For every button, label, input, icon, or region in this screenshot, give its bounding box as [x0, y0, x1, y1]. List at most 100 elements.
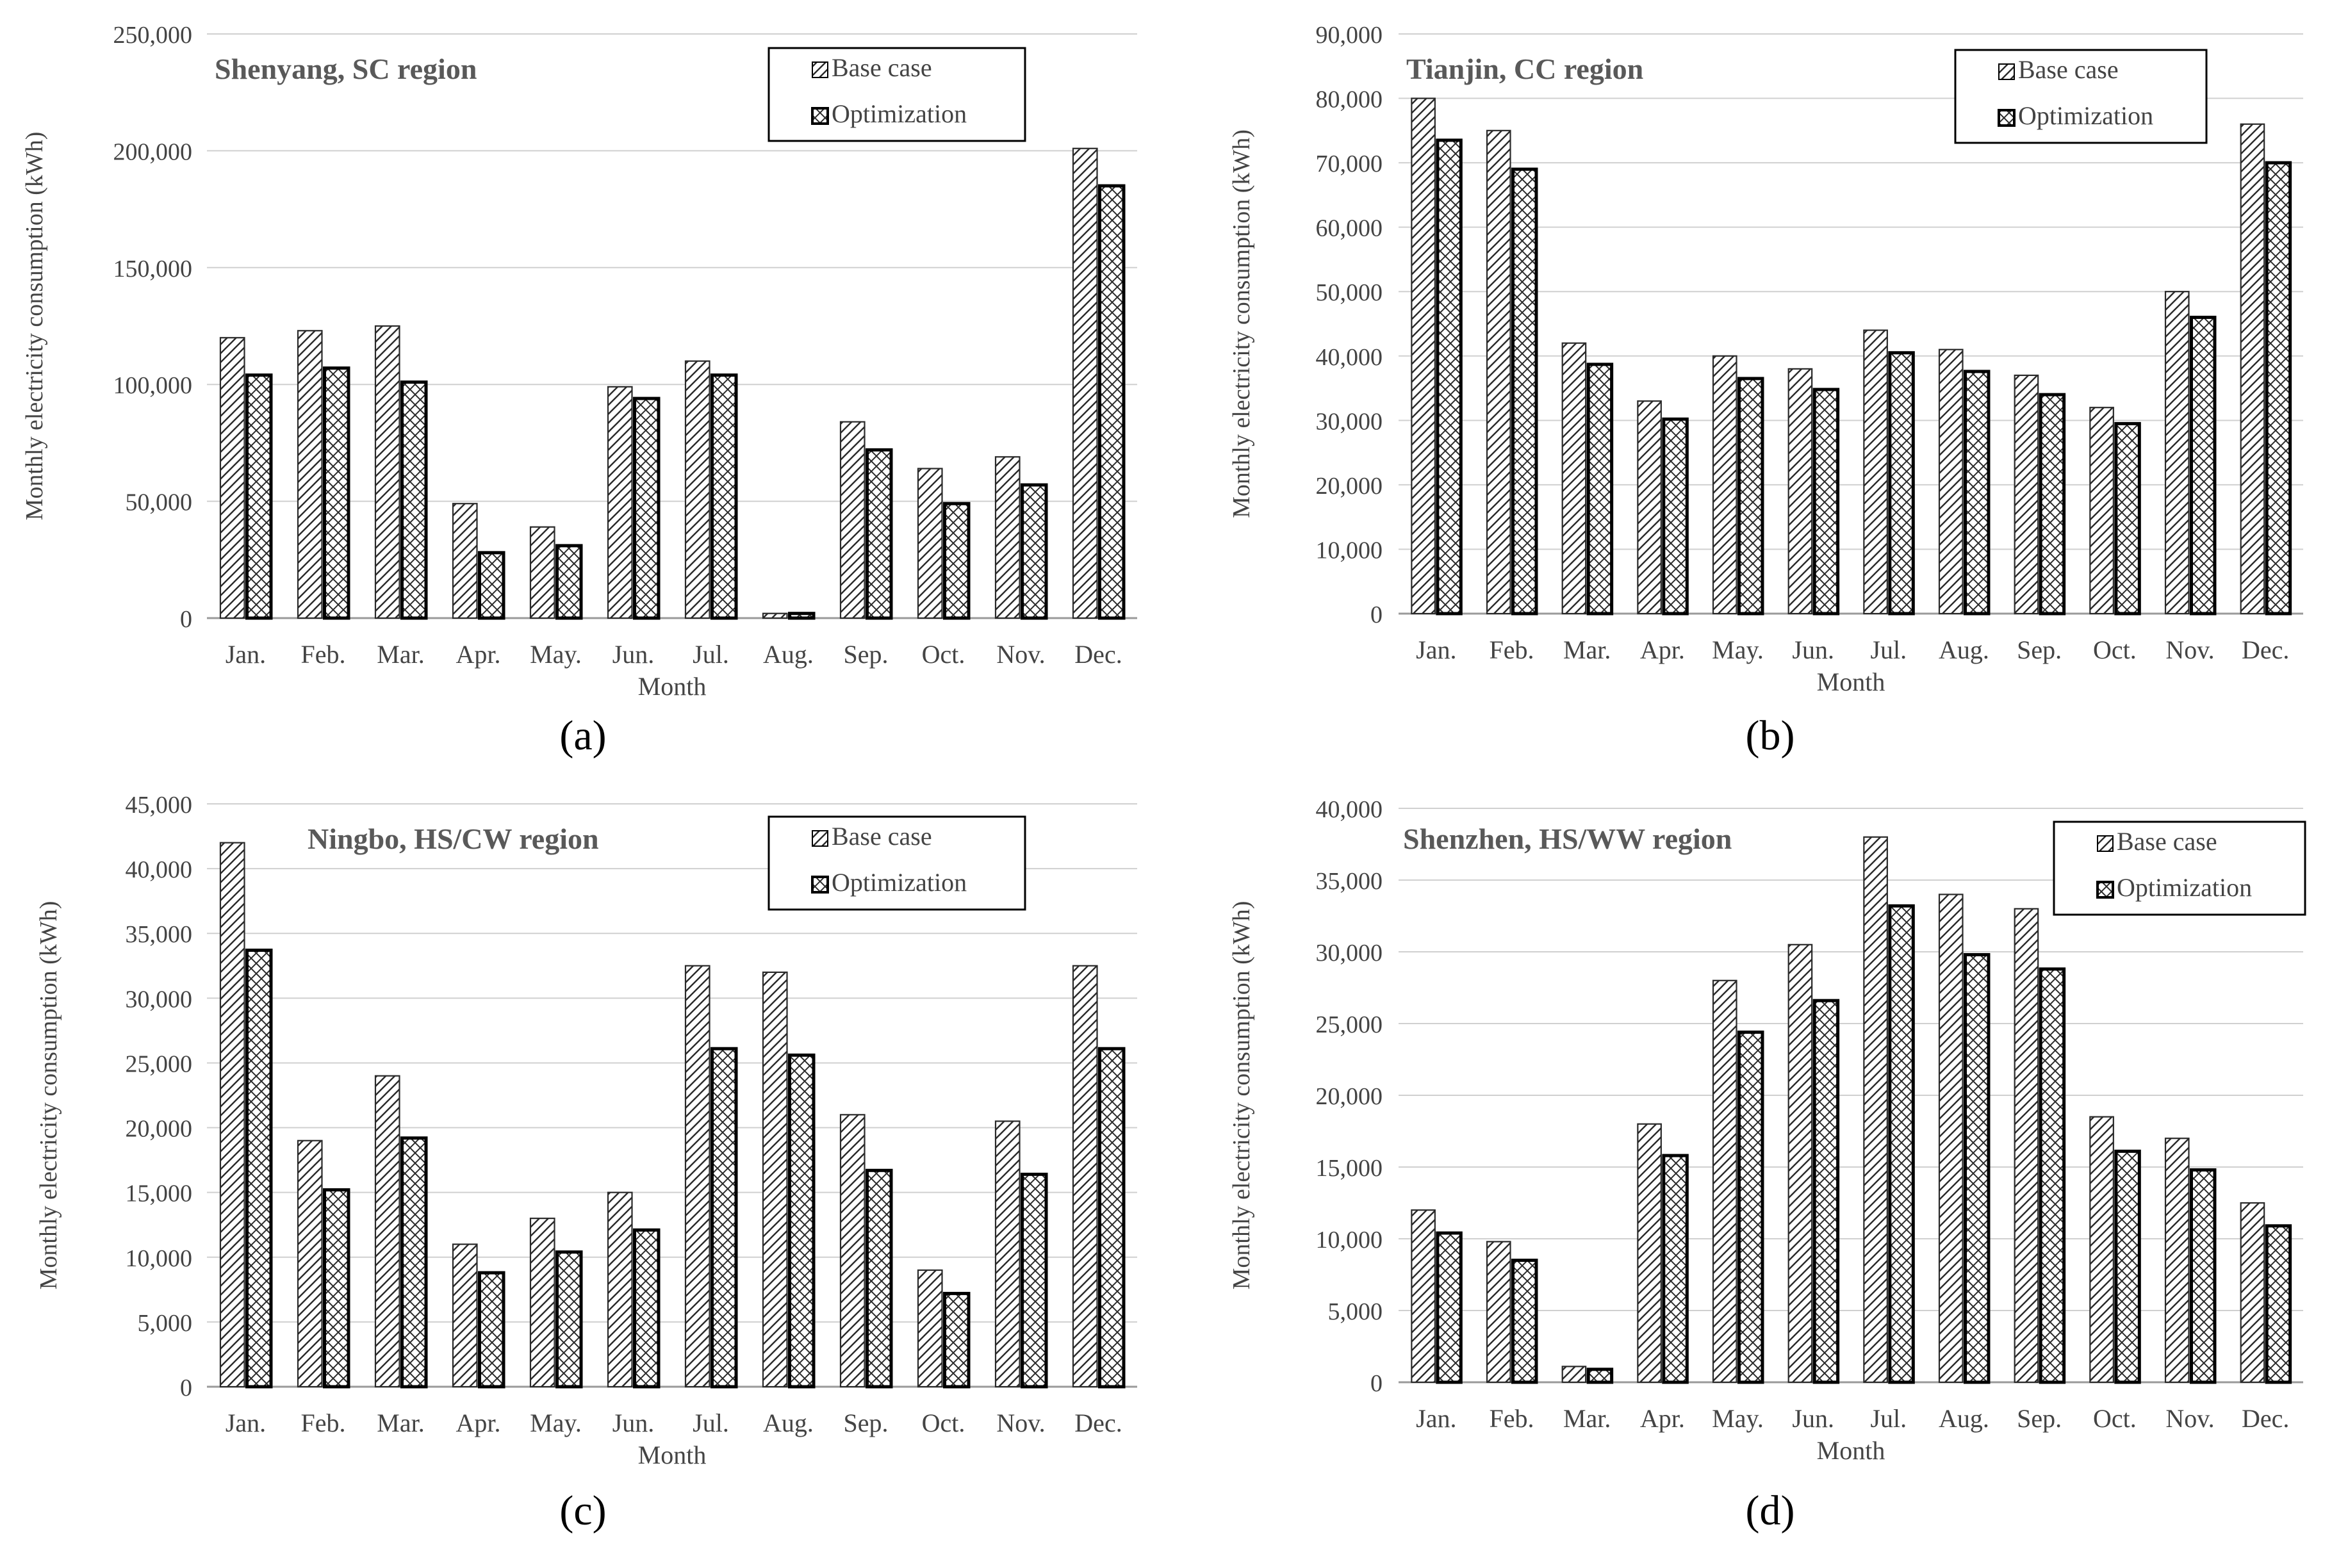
bar-optimization-12 — [2265, 161, 2292, 616]
x-tick-label: Jan. — [226, 640, 266, 669]
x-axis-title: Month — [1817, 667, 1885, 696]
x-tick-label: Feb. — [301, 640, 346, 669]
y-axis-title: Monthly electricity consumption (kWh) — [1228, 129, 1255, 518]
x-tick-label: Jun. — [612, 640, 655, 669]
legend-box — [1954, 49, 2208, 144]
bar-base-case-11 — [994, 1120, 1021, 1388]
bar-base-case-12 — [2240, 123, 2265, 615]
y-tick-label: 35,000 — [126, 921, 193, 948]
y-tick-label: 90,000 — [1316, 22, 1383, 49]
bar-base-case-7 — [684, 360, 710, 619]
legend-label: Base case — [2117, 827, 2217, 856]
x-tick-label: Aug. — [763, 1409, 814, 1437]
bar-base-case-3 — [1561, 342, 1587, 615]
bar-base-case-10 — [917, 1269, 943, 1388]
x-tick-label: May. — [1712, 635, 1764, 664]
x-tick-label: Apr. — [1640, 1404, 1685, 1433]
bar-base-case-9 — [2014, 374, 2039, 615]
x-axis-title: Month — [638, 672, 707, 701]
bar-optimization-3 — [1586, 1368, 1614, 1384]
legend-label: Optimization — [832, 99, 967, 128]
bar-optimization-3 — [400, 380, 428, 620]
bar-optimization-2 — [1511, 167, 1538, 616]
x-tick-label: Jul. — [693, 1409, 729, 1437]
x-tick-label: Feb. — [1490, 635, 1534, 664]
bar-base-case-7 — [1863, 329, 1888, 615]
y-tick-label: 40,000 — [126, 856, 193, 883]
y-tick-label: 15,000 — [126, 1180, 193, 1207]
x-tick-label: May. — [1712, 1404, 1764, 1433]
bar-optimization-2 — [1511, 1259, 1538, 1384]
legend-label: Optimization — [2018, 101, 2153, 130]
bar-base-case-6 — [607, 1191, 633, 1388]
x-tick-label: Sep. — [844, 1409, 889, 1437]
bar-optimization-7 — [1888, 904, 1915, 1384]
y-tick-label: 20,000 — [1316, 1083, 1383, 1110]
bar-base-case-2 — [297, 330, 323, 619]
y-tick-label: 30,000 — [1316, 940, 1383, 967]
legend-label: Base case — [2018, 55, 2119, 84]
legend-label: Base case — [832, 822, 932, 851]
legend-label: Optimization — [2117, 873, 2252, 902]
y-tick-label: 10,000 — [1316, 537, 1383, 564]
x-tick-label: Jun. — [1792, 635, 1834, 664]
bar-base-case-5 — [529, 526, 555, 619]
bar-optimization-9 — [866, 1168, 893, 1389]
x-tick-label: Sep. — [844, 640, 889, 669]
bar-optimization-7 — [710, 373, 738, 620]
bar-optimization-5 — [1737, 1030, 1764, 1384]
x-tick-label: Dec. — [2242, 635, 2289, 664]
bar-optimization-6 — [633, 1228, 661, 1389]
bar-optimization-8 — [1964, 370, 1991, 616]
bar-optimization-4 — [478, 551, 505, 620]
chart-title: Shenzhen, HS/WW region — [1403, 822, 1732, 855]
bar-base-case-3 — [374, 1075, 400, 1388]
legend-swatch-optimization — [811, 876, 829, 894]
bar-base-case-3 — [374, 325, 400, 619]
x-tick-label: Oct. — [2093, 635, 2137, 664]
y-tick-label: 150,000 — [113, 256, 193, 282]
bar-optimization-7 — [710, 1047, 738, 1389]
bar-base-case-8 — [762, 612, 788, 619]
bar-base-case-1 — [219, 337, 245, 619]
legend-label: Base case — [832, 53, 932, 82]
bar-optimization-3 — [1586, 363, 1614, 616]
y-tick-label: 45,000 — [126, 792, 193, 819]
y-tick-label: 70,000 — [1316, 151, 1383, 177]
x-tick-label: Dec. — [1074, 640, 1122, 669]
legend-box — [768, 815, 1026, 911]
bar-optimization-5 — [1737, 377, 1764, 616]
bar-optimization-12 — [2265, 1224, 2292, 1384]
x-tick-label: Nov. — [2165, 635, 2214, 664]
bar-optimization-10 — [2114, 1149, 2141, 1384]
legend-swatch-base-case — [812, 830, 828, 847]
bar-base-case-2 — [297, 1139, 323, 1388]
x-tick-label: Sep. — [2017, 1404, 2062, 1433]
bar-base-case-6 — [1787, 368, 1813, 615]
bar-base-case-10 — [2089, 1116, 2114, 1384]
chart-panel-d: 0 5,000 10,000 15,000 20,000 25,000 30,000 35,0… — [1228, 796, 2306, 1534]
panel-label: (c) — [559, 1487, 606, 1534]
bar-base-case-8 — [1938, 348, 1964, 615]
y-tick-label: 50,000 — [126, 489, 193, 516]
x-tick-label: Feb. — [301, 1409, 346, 1437]
panel-label: (d) — [1746, 1487, 1795, 1534]
y-tick-label: 40,000 — [1316, 344, 1383, 371]
bar-optimization-7 — [1888, 351, 1915, 616]
bar-base-case-6 — [1787, 943, 1813, 1384]
x-tick-label: Apr. — [1640, 635, 1685, 664]
bar-optimization-6 — [1812, 388, 1840, 616]
bar-base-case-11 — [2164, 291, 2190, 615]
bar-optimization-11 — [1021, 1172, 1048, 1389]
bar-optimization-11 — [2190, 315, 2217, 616]
bar-optimization-5 — [555, 544, 583, 620]
bar-optimization-4 — [478, 1271, 505, 1389]
x-tick-label: Apr. — [456, 1409, 501, 1437]
bar-optimization-9 — [2039, 393, 2066, 616]
bar-optimization-9 — [2039, 967, 2066, 1384]
y-tick-label: 5,000 — [138, 1310, 193, 1337]
bar-optimization-11 — [1021, 483, 1048, 620]
y-tick-label: 25,000 — [126, 1050, 193, 1077]
x-tick-label: Jan. — [226, 1409, 266, 1437]
